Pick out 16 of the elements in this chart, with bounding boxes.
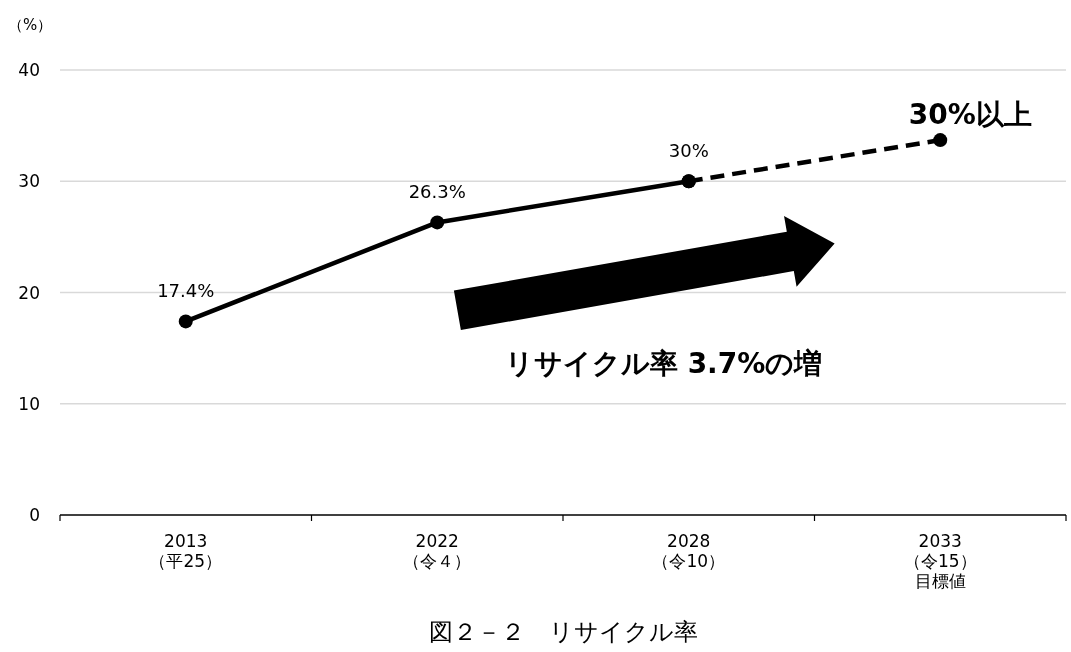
- annotation: 30%以上: [908, 98, 1032, 132]
- x-tick-label: 2013 （平25）: [149, 531, 223, 571]
- data-label: 30%: [668, 140, 709, 162]
- data-label: 26.3%: [408, 181, 466, 203]
- y-tick-label: 40: [18, 60, 40, 80]
- y-axis-title: （%）: [8, 16, 53, 34]
- y-tick-label: 10: [18, 393, 40, 414]
- x-tick-label: 2033 （令15）目標値: [903, 531, 977, 591]
- y-tick-label: 30: [18, 171, 40, 192]
- y-tick-label: 20: [18, 282, 40, 303]
- text: 図２－２ リサイクル率: [428, 618, 698, 646]
- y-tick-label: 0: [29, 505, 40, 525]
- x-tick-label: 2022 （令４）: [403, 531, 472, 571]
- x-tick-label: 2028 （令10）: [652, 531, 726, 571]
- data-label: 17.4%: [157, 280, 215, 302]
- annotation: リサイクル率 3.7%の増: [504, 346, 823, 380]
